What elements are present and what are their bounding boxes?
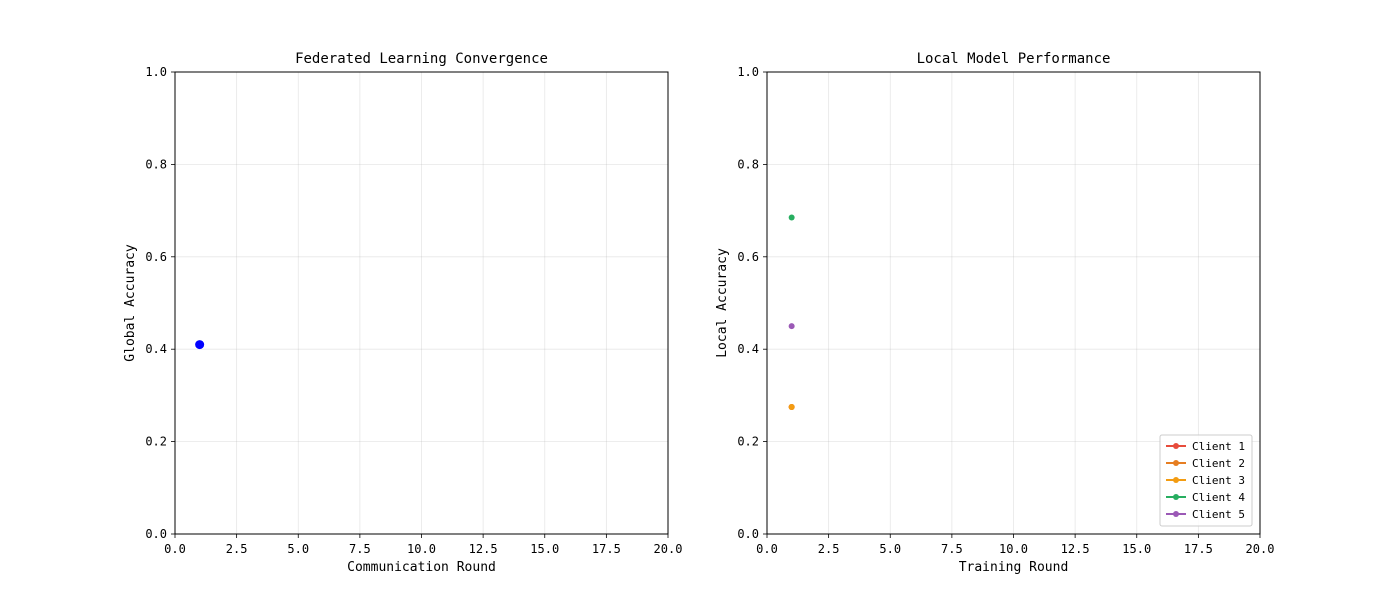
x-tick-label: 7.5 bbox=[941, 542, 963, 556]
legend-label-3: Client 3 bbox=[1192, 474, 1245, 487]
y-tick-label: 0.0 bbox=[145, 527, 167, 541]
legend-marker-4 bbox=[1173, 494, 1179, 500]
y-tick-label: 1.0 bbox=[737, 65, 759, 79]
legend: Client 1 Client 2 Client 3 Client 4 Client 5 bbox=[1159, 434, 1253, 527]
y-tick-label: 1.0 bbox=[145, 65, 167, 79]
x-tick-label: 20.0 bbox=[654, 542, 683, 556]
y-tick-label: 0.2 bbox=[145, 435, 167, 449]
y-tick-label: 0.0 bbox=[737, 527, 759, 541]
x-tick-label: 17.5 bbox=[1184, 542, 1213, 556]
x-tick-label: 2.5 bbox=[818, 542, 840, 556]
chart-panel-1: 0.0 2.5 5.0 7.5 10.0 12.5 15.0 17.5 20.0 0.0 0.2 0.… bbox=[123, 51, 682, 575]
y-axis-label: Local Accuracy bbox=[715, 248, 730, 358]
chart-panel-2: 0.0 2.5 5.0 7.5 10.0 12.5 15.0 17.5 20.0 0.0 0.2 0.… bbox=[715, 51, 1274, 575]
y-tick-label: 0.6 bbox=[145, 250, 167, 264]
data-point-series-1 bbox=[195, 340, 205, 350]
x-tick-label: 10.0 bbox=[407, 542, 436, 556]
x-tick-label: 0.0 bbox=[756, 542, 778, 556]
data-point-series-4 bbox=[788, 214, 795, 221]
y-tick-label: 0.6 bbox=[737, 250, 759, 264]
legend-marker-3 bbox=[1173, 477, 1179, 483]
x-tick-label: 15.0 bbox=[1122, 542, 1151, 556]
x-tick-label: 12.5 bbox=[469, 542, 498, 556]
x-axis-label: Communication Round bbox=[347, 560, 496, 575]
legend-marker-5 bbox=[1173, 511, 1179, 517]
plot-frame bbox=[766, 71, 1261, 535]
x-tick-label: 5.0 bbox=[287, 542, 309, 556]
x-tick-label: 2.5 bbox=[226, 542, 248, 556]
data-point-series-5 bbox=[788, 323, 795, 330]
x-tick-label: 7.5 bbox=[349, 542, 371, 556]
plot-area bbox=[175, 72, 668, 534]
x-tick-label: 20.0 bbox=[1246, 542, 1275, 556]
x-tick-label: 5.0 bbox=[879, 542, 901, 556]
legend-marker-1 bbox=[1173, 443, 1179, 449]
y-tick-label: 0.2 bbox=[737, 435, 759, 449]
y-tick-label: 0.8 bbox=[145, 157, 167, 171]
legend-label-1: Client 1 bbox=[1192, 440, 1245, 453]
legend-box bbox=[1159, 434, 1253, 527]
y-tick-label: 0.8 bbox=[737, 157, 759, 171]
legend-label-2: Client 2 bbox=[1192, 457, 1245, 470]
chart-title: Federated Learning Convergence bbox=[295, 51, 548, 67]
x-tick-label: 17.5 bbox=[592, 542, 621, 556]
y-tick-label: 0.4 bbox=[737, 342, 759, 356]
chart-title: Local Model Performance bbox=[917, 51, 1111, 67]
data-point-series-3 bbox=[788, 403, 795, 410]
y-tick-label: 0.4 bbox=[145, 342, 167, 356]
x-tick-label: 0.0 bbox=[164, 542, 186, 556]
plot-frame bbox=[174, 71, 669, 535]
x-axis-label: Training Round bbox=[959, 560, 1069, 575]
y-axis-label: Global Accuracy bbox=[123, 244, 138, 362]
legend-marker-2 bbox=[1173, 460, 1179, 466]
x-tick-label: 15.0 bbox=[530, 542, 559, 556]
x-tick-label: 12.5 bbox=[1061, 542, 1090, 556]
legend-label-5: Client 5 bbox=[1192, 508, 1245, 521]
legend-label-4: Client 4 bbox=[1192, 491, 1245, 504]
x-tick-label: 10.0 bbox=[999, 542, 1028, 556]
